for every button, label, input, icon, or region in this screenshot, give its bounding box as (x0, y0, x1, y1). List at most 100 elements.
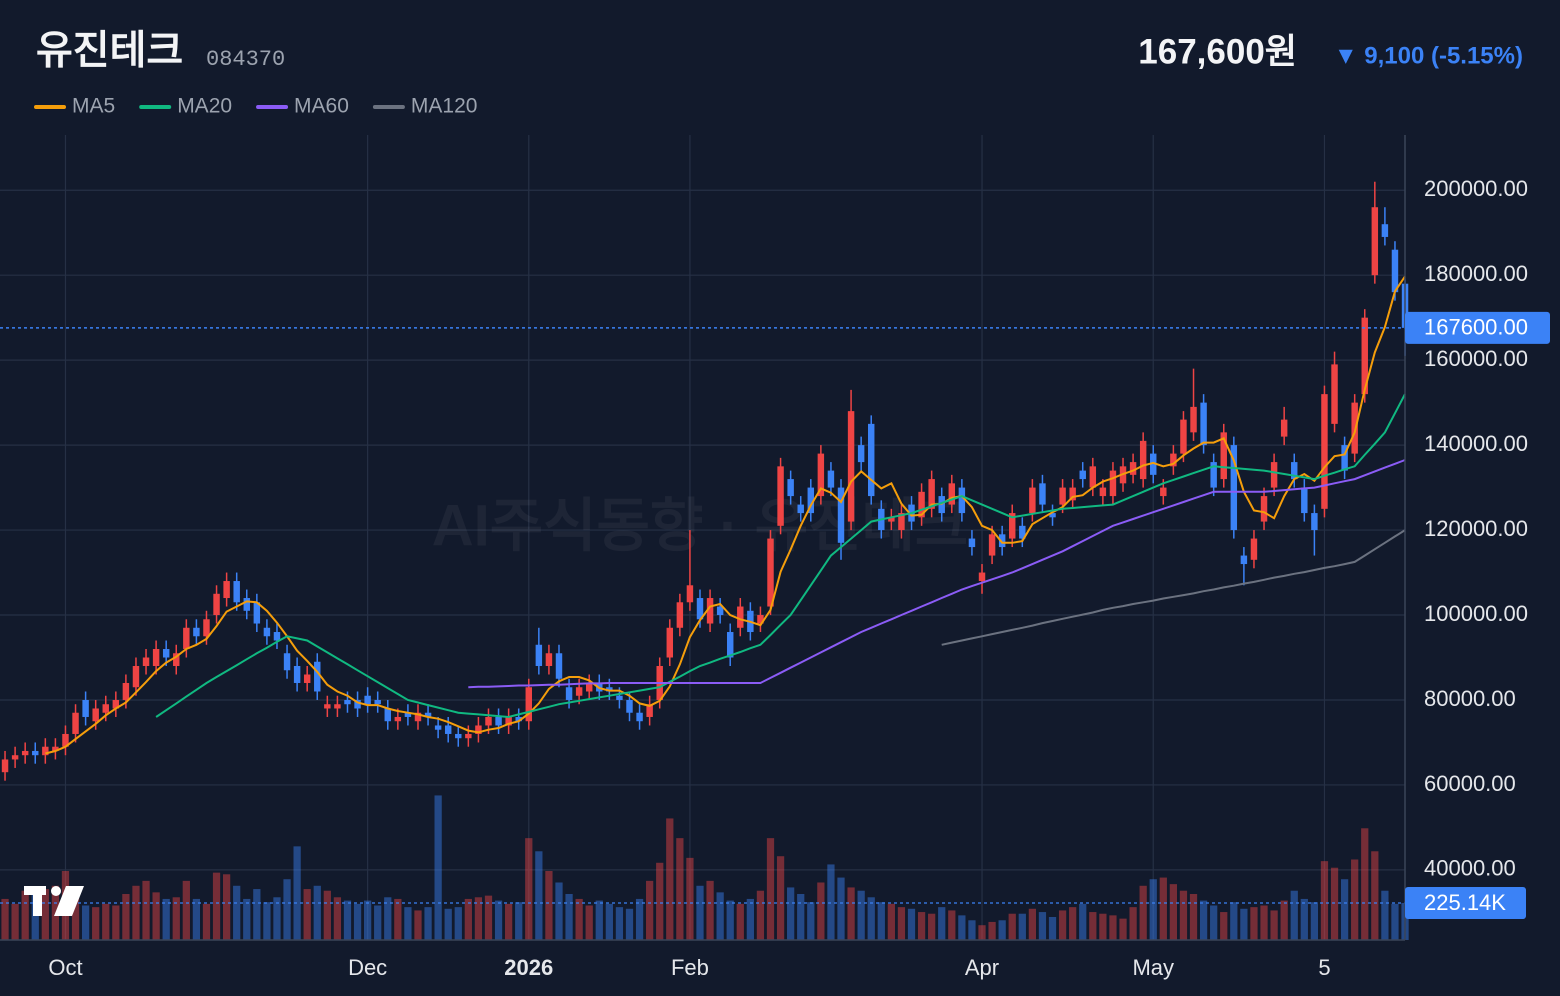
candle-body (485, 716, 492, 726)
candle-body (1240, 555, 1248, 565)
candle-body (303, 674, 311, 683)
volume-bar (484, 895, 493, 940)
volume-bar (635, 898, 644, 940)
volume-bar (1119, 918, 1127, 940)
volume-bar (756, 890, 765, 940)
volume-bar (1300, 898, 1308, 940)
volume-bar (766, 838, 775, 940)
candle-body (636, 712, 643, 722)
candle-body (1019, 525, 1026, 539)
candle-body (162, 649, 170, 658)
volume-bar (625, 908, 634, 940)
volume-bar (303, 889, 311, 940)
candle-body (92, 708, 99, 722)
volume-bar (353, 903, 362, 940)
volume-bar (142, 880, 150, 940)
volume-bar (1230, 902, 1238, 940)
volume-bar (595, 900, 603, 940)
candle-body (1321, 394, 1328, 509)
candle-body (1109, 470, 1117, 497)
volume-bar (817, 882, 825, 940)
candle-body (42, 746, 49, 756)
candle-body (465, 733, 472, 739)
volume-bar (293, 846, 301, 940)
volume-bar (333, 897, 342, 940)
volume-bar (444, 908, 452, 940)
y-tick-label: 60000.00 (1424, 771, 1516, 796)
candle-body (696, 598, 704, 620)
candle-body (676, 602, 684, 628)
candle-body (102, 704, 109, 713)
candle-body (918, 491, 925, 518)
volume-bar (555, 882, 563, 940)
volume-bar (978, 925, 986, 940)
y-tick-label: 120000.00 (1424, 516, 1528, 541)
candle-body (1270, 462, 1278, 488)
volume-bar (847, 887, 855, 940)
x-tick-label: Feb (671, 955, 709, 980)
candle-body (384, 708, 391, 722)
price-change: ▼ 9,100 (-5.15%) (1334, 42, 1523, 69)
candle-body (998, 534, 1006, 548)
candle-body (293, 666, 301, 683)
candle-body (807, 487, 815, 514)
stock-name: 유진테크 (36, 29, 183, 73)
volume-bar (1, 898, 9, 940)
volume-bar (938, 907, 946, 940)
candle-body (535, 644, 543, 667)
candle-body (1129, 462, 1137, 475)
candle-body (505, 716, 512, 726)
volume-bar (676, 838, 684, 940)
candle-body (737, 606, 744, 628)
candle-body (173, 653, 180, 667)
volume-bar (807, 902, 815, 940)
volume-bar (1361, 828, 1369, 940)
candle-body (1089, 466, 1097, 488)
x-tick-label: Apr (965, 955, 999, 980)
volume-bar (1159, 877, 1167, 940)
volume-bar (263, 902, 271, 940)
candle-body (354, 699, 361, 709)
watermark: AI주식동향 · 유진테크 (432, 493, 968, 558)
volume-bar (1310, 902, 1319, 940)
volume-bar (706, 880, 714, 940)
candle-body (324, 704, 331, 709)
volume-bar (253, 889, 261, 940)
volume-bar (545, 871, 553, 940)
volume-bar (1079, 903, 1087, 940)
volume-bar (1199, 900, 1208, 940)
volume-bar (464, 898, 472, 940)
candle-body (495, 716, 502, 726)
volume-bar (1280, 900, 1288, 940)
candle-body (666, 627, 674, 658)
volume-bar (1351, 859, 1359, 940)
volume-bar (102, 903, 110, 940)
candle-body (626, 699, 633, 713)
candle-body (515, 716, 522, 722)
volume-bar (726, 900, 734, 940)
candle-body (1059, 487, 1066, 505)
tradingview-logo (24, 886, 84, 916)
candle-body (344, 699, 351, 705)
volume-bar (877, 902, 885, 940)
candle-body (1, 759, 9, 773)
volume-bar (605, 903, 613, 940)
volume-bar (313, 885, 321, 940)
volume-bar (897, 907, 906, 940)
candle-body (1139, 440, 1147, 480)
volume-bar (11, 903, 19, 940)
volume-bar (172, 897, 180, 940)
candle-body (213, 593, 220, 616)
y-tick-label: 180000.00 (1424, 261, 1528, 286)
candle-body (1250, 538, 1258, 560)
volume-bar (1320, 861, 1329, 940)
volume-bar (1179, 890, 1188, 940)
candle-body (1099, 487, 1107, 497)
candle-body (1039, 483, 1046, 505)
candle-body (606, 687, 613, 692)
x-tick-label: Dec (348, 955, 387, 980)
candle-body (646, 704, 653, 717)
candle-body (152, 649, 160, 667)
ma-line (941, 529, 1406, 646)
